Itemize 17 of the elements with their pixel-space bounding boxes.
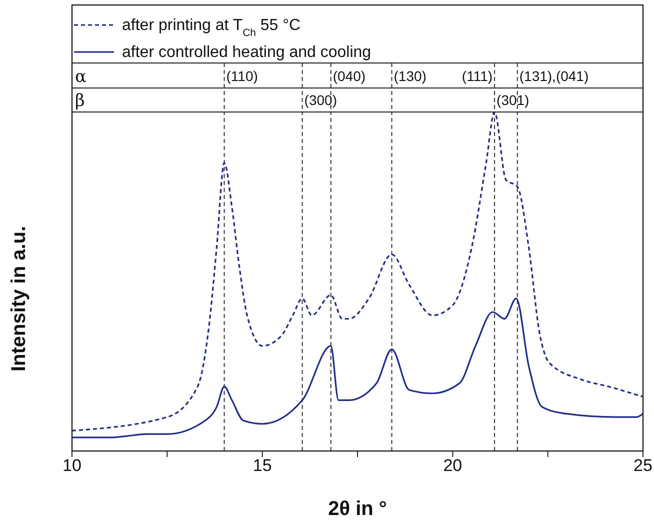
text: β (75, 91, 85, 111)
x-tick-label: 25 (634, 456, 652, 476)
legend-label: after printing at T$_{Ch}$ 55 °C (122, 17, 301, 38)
text: (110) (226, 68, 258, 84)
x-axis-title: 2θ in ° (328, 498, 387, 520)
text: (300) (304, 92, 337, 108)
x-tick-label: 15 (252, 456, 272, 476)
text: (301) (496, 92, 530, 108)
text: α (75, 67, 87, 87)
y-axis-title: Intensity in a.u. (8, 226, 30, 372)
x-tick-label: 20 (443, 456, 462, 476)
legend-label: after controlled heating and cooling (122, 44, 372, 61)
text: (131),(041) (519, 68, 589, 84)
x-tick-label: 10 (62, 456, 82, 476)
text: (130) (394, 68, 426, 84)
text: (040) (332, 68, 366, 84)
text: (111) (462, 68, 493, 84)
